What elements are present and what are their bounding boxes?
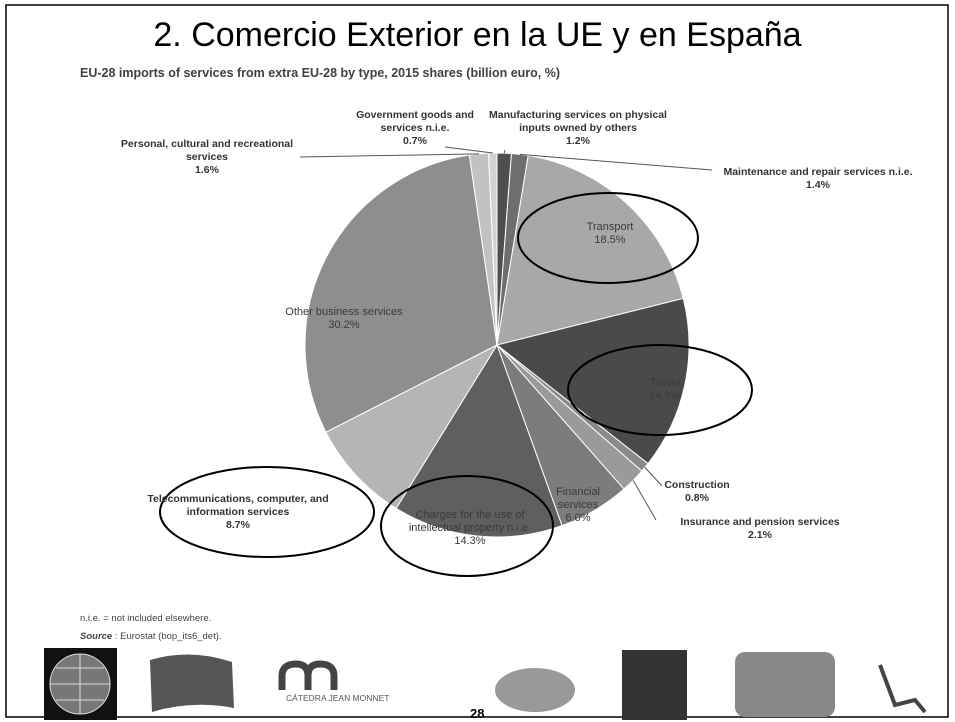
category-label: Insurance and pension services bbox=[680, 516, 840, 528]
slice-label: Other business services 30.2% bbox=[274, 306, 414, 332]
slice-label: Charges for the use of intellectual prop… bbox=[400, 509, 540, 548]
slice-label: Maintenance and repair services n.i.e. 1.… bbox=[723, 166, 913, 192]
category-label: Maintenance and repair services n.i.e. bbox=[723, 166, 913, 178]
page-number: 28 bbox=[470, 706, 485, 721]
portrait-image bbox=[622, 650, 687, 720]
leader-line bbox=[632, 480, 657, 521]
category-label: Transport bbox=[586, 221, 634, 233]
leader-line bbox=[444, 146, 493, 154]
pie-slice bbox=[304, 154, 498, 433]
highlight-ellipses bbox=[159, 192, 753, 577]
value-label: 1.2% bbox=[566, 135, 590, 147]
value-label: 18.5% bbox=[594, 234, 626, 246]
meeting-image bbox=[495, 668, 575, 712]
leader-lines bbox=[299, 146, 713, 521]
value-label: 30.2% bbox=[328, 319, 360, 331]
source: Source : Eurostat (bop_its6_det). bbox=[80, 631, 222, 642]
pie-slice bbox=[395, 343, 563, 538]
slice-label: Telecommunications, computer, and inform… bbox=[138, 493, 338, 532]
value-label: 1.4% bbox=[806, 179, 830, 191]
category-label: Manufacturing services on physical input… bbox=[489, 109, 667, 134]
category-label: Personal, cultural and recreational serv… bbox=[120, 138, 294, 163]
ellipse bbox=[517, 192, 699, 284]
value-label: 14.3% bbox=[454, 535, 486, 547]
pie-slice bbox=[495, 297, 690, 465]
globe-grid bbox=[50, 654, 110, 714]
pie bbox=[304, 152, 690, 538]
footnote: n.i.e. = not included elsewhere. bbox=[80, 613, 212, 624]
pie-slice bbox=[325, 343, 499, 510]
category-label: Other business services bbox=[285, 306, 403, 318]
category-label: Telecommunications, computer, and inform… bbox=[147, 493, 329, 518]
category-label: Government goods and services n.i.e. bbox=[356, 109, 474, 134]
category-label: Travel bbox=[649, 377, 681, 389]
slice-label: Travel 14.5% bbox=[625, 377, 705, 403]
slice-label: Government goods and services n.i.e. 0.7% bbox=[340, 109, 490, 148]
category-label: Construction bbox=[664, 479, 730, 491]
value-label: 14.5% bbox=[649, 390, 681, 402]
group-image bbox=[735, 652, 835, 717]
flag-image bbox=[150, 654, 234, 712]
value-label: 1.6% bbox=[195, 164, 219, 176]
figure-image bbox=[878, 664, 927, 714]
slice-label: Financial services 6.0% bbox=[548, 486, 608, 525]
slice-label: Insurance and pension services 2.1% bbox=[665, 516, 855, 542]
leader-line bbox=[299, 153, 479, 158]
source-label: Source bbox=[80, 631, 113, 642]
chart-subtitle: EU-28 imports of services from extra EU-… bbox=[80, 66, 561, 80]
slice-label: Construction 0.8% bbox=[652, 479, 742, 505]
slide-title: 2. Comercio Exterior en la UE y en Españ… bbox=[153, 16, 802, 54]
slice-label: Transport 18.5% bbox=[565, 221, 655, 247]
leader-line bbox=[644, 467, 663, 487]
value-label: 2.1% bbox=[748, 529, 772, 541]
slice-label: Manufacturing services on physical input… bbox=[478, 109, 678, 148]
leader-line bbox=[503, 149, 506, 154]
value-label: 0.8% bbox=[685, 492, 709, 504]
slice-label: Personal, cultural and recreational serv… bbox=[117, 138, 297, 177]
logo-text: CÁTEDRA JEAN MONNET bbox=[286, 693, 390, 703]
value-label: 0.7% bbox=[403, 135, 427, 147]
pie-slice bbox=[496, 154, 684, 346]
ellipse bbox=[567, 344, 753, 436]
source-text: : Eurostat (bop_its6_det). bbox=[112, 631, 222, 642]
ellipse bbox=[380, 475, 554, 577]
category-label: Charges for the use of intellectual prop… bbox=[408, 509, 532, 534]
category-label: Financial services bbox=[555, 486, 601, 511]
value-label: 6.0% bbox=[565, 512, 591, 524]
ellipse bbox=[159, 466, 375, 558]
footer-images bbox=[44, 648, 927, 720]
slide-border bbox=[5, 4, 949, 718]
leader-line bbox=[519, 153, 713, 171]
value-label: 8.7% bbox=[226, 519, 250, 531]
logo-mark bbox=[278, 660, 338, 690]
